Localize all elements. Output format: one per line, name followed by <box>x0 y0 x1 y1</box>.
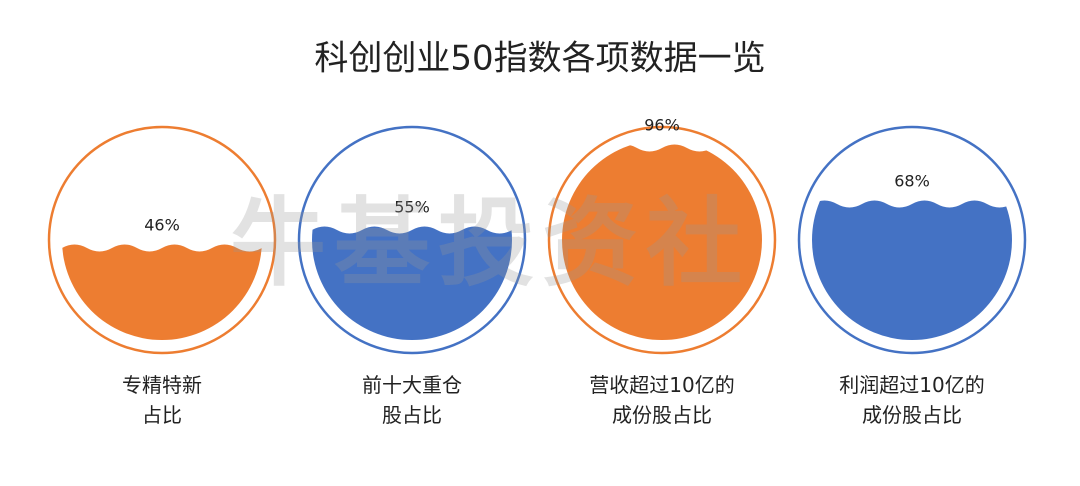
watermark: 牛基投资社 <box>230 187 750 299</box>
value-label: 46% <box>144 216 180 235</box>
liquid-fill <box>562 144 762 340</box>
gauge-ring <box>297 125 527 355</box>
category-label: 专精特新 占比 <box>122 373 202 427</box>
gauge-ring <box>797 125 1027 355</box>
value-label: 96% <box>644 116 680 135</box>
value-label: 68% <box>894 172 930 191</box>
liquid-fill <box>812 200 1012 340</box>
gauge-ring <box>547 125 777 355</box>
category-label: 利润超过10亿的 成份股占比 <box>839 373 985 427</box>
gauge-ring <box>47 125 277 355</box>
category-label: 前十大重仓 股占比 <box>362 373 462 427</box>
chart-title: 科创创业50指数各项数据一览 <box>314 39 765 79</box>
category-label: 营收超过10亿的 成份股占比 <box>589 373 735 427</box>
value-label: 55% <box>394 198 430 217</box>
